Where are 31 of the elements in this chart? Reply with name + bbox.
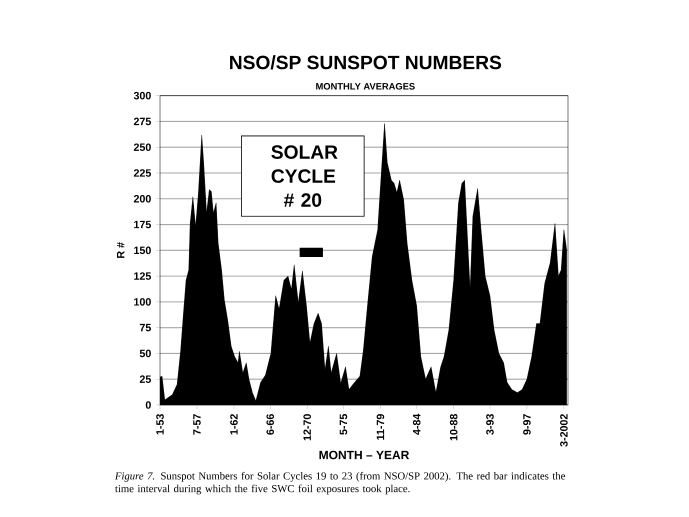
x-tick-label: 7-57 <box>193 414 201 435</box>
x-tick-label: 10-88 <box>450 414 458 440</box>
y-tick-label: 75 <box>140 324 151 332</box>
y-tick-label: 150 <box>134 246 151 254</box>
y-tick-label: 250 <box>134 143 151 151</box>
annotation: SOLAR CYCLE # 20 <box>271 145 338 207</box>
x-tick-label: 1-62 <box>230 414 238 434</box>
y-tick-label: 200 <box>134 194 151 203</box>
x-tick-label: 9-97 <box>523 414 531 435</box>
x-axis-title: MONTH – YEAR <box>319 450 410 460</box>
y-tick-label: 125 <box>134 272 151 280</box>
x-tick-label: 1-53 <box>156 414 164 434</box>
x-tick-label: 11-79 <box>376 414 384 440</box>
y-tick-label: 0 <box>146 401 151 409</box>
chart-title: NSO/SP SUNSPOT NUMBERS <box>230 55 502 70</box>
y-tick-label: 50 <box>140 350 151 358</box>
text: Figure 7. Sunspot Numbers for Solar Cycles 19 to 23 (from NSO/SP 2002). The red bar indicates the time interval during which the five SWC foil exposures took place. <box>114 472 566 494</box>
x-tick-label: 5-75 <box>340 414 348 435</box>
y-tick-label: 100 <box>134 298 151 306</box>
y-axis-title: R # <box>117 242 124 258</box>
y-tick-label: 275 <box>134 118 151 126</box>
x-tick-label: 6-66 <box>266 414 274 435</box>
x-tick-label: 4-84 <box>412 414 420 435</box>
y-tick-label: 225 <box>134 169 151 177</box>
y-tick-label: 300 <box>134 92 151 100</box>
y-tick-label: 175 <box>134 220 151 228</box>
x-tick-label: 3-2002 <box>560 414 568 447</box>
x-tick-label: 3-93 <box>486 414 494 435</box>
chart-subtitle: MONTHLY AVERAGES <box>316 83 415 90</box>
y-tick-label: 25 <box>140 375 151 383</box>
x-tick-label: 12-70 <box>303 414 311 440</box>
